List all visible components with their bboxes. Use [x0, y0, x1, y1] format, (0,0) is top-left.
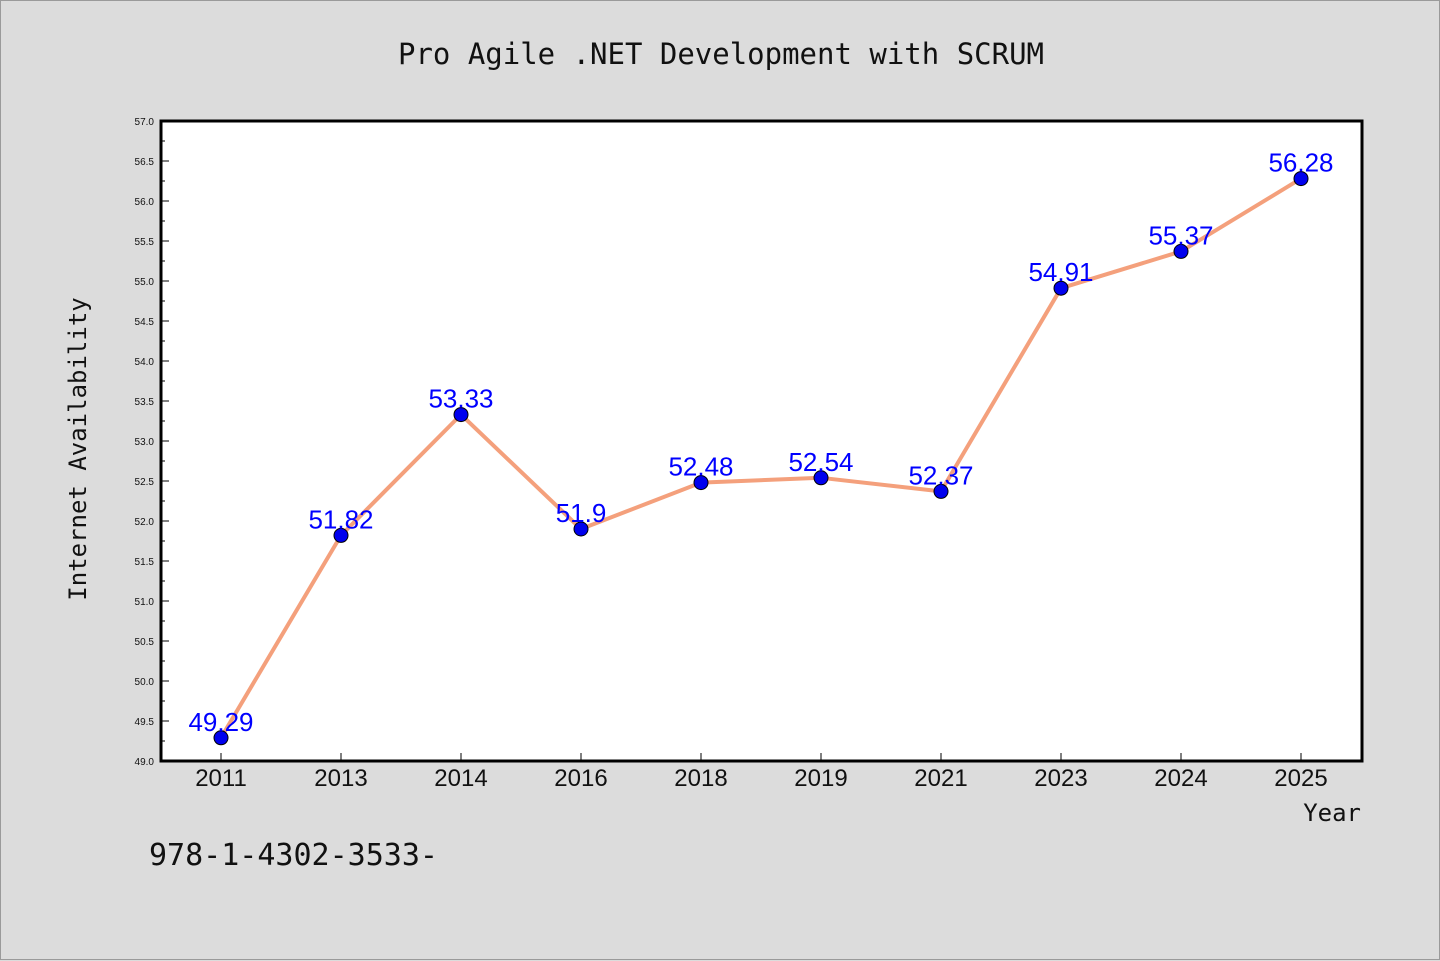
data-label: 54.91: [1028, 257, 1093, 287]
data-line: [219, 176, 1303, 740]
y-tick-label: 51.0: [135, 597, 155, 608]
x-tick-label: 2025: [1274, 765, 1327, 792]
x-axis-label: Year: [1303, 799, 1361, 827]
data-point: [933, 483, 949, 499]
data-label: 52.54: [788, 447, 853, 477]
y-tick-label: 51.5: [135, 557, 155, 568]
x-tick-label: 2019: [794, 765, 847, 792]
y-tick-label: 49.5: [135, 717, 155, 728]
data-label: 55.37: [1148, 220, 1213, 250]
y-tick-label: 49.0: [135, 757, 155, 768]
y-tick-label: 54.0: [135, 357, 155, 368]
x-tick-label: 2021: [914, 765, 967, 792]
y-tick-label: 50.5: [135, 637, 155, 648]
data-label: 51.82: [308, 504, 373, 534]
y-tick-label: 56.0: [135, 197, 155, 208]
plot-area: [159, 119, 1364, 763]
x-tick-label: 2018: [674, 765, 727, 792]
footer-text: 978-1-4302-3533-: [149, 838, 438, 873]
x-axis-ticks: 2011 2013 2014 2016 2018 2019 2021 2023 2024 2025: [195, 753, 1328, 792]
data-point: [813, 470, 829, 486]
y-tick-label: 57.0: [135, 117, 155, 128]
data-point: [1293, 171, 1309, 187]
y-tick-label: 53.5: [135, 397, 155, 408]
chart-title: Pro Agile .NET Development with SCRUM: [398, 37, 1044, 71]
data-point: [573, 521, 589, 537]
y-tick-label: 53.0: [135, 437, 155, 448]
data-point: [1173, 243, 1189, 259]
data-point: [213, 730, 229, 746]
data-point: [1053, 280, 1069, 296]
data-label: 49.29: [188, 707, 253, 737]
y-tick-label: 52.5: [135, 477, 155, 488]
x-tick-label: 2016: [554, 765, 607, 792]
data-point: [693, 475, 709, 491]
x-tick-label: 2014: [434, 765, 487, 792]
y-tick-label: 50.0: [135, 677, 155, 688]
y-tick-label: 56.5: [135, 157, 155, 168]
data-labels: 49.29 51.82 53.33 51.9 52.48 52.54 52.37 54.91 5…: [188, 148, 1333, 737]
data-point: [333, 527, 349, 543]
x-tick-label: 2013: [314, 765, 367, 792]
x-tick-label: 2023: [1034, 765, 1087, 792]
data-label: 52.37: [908, 460, 973, 490]
y-tick-label: 55.0: [135, 277, 155, 288]
y-tick-label: 52.0: [135, 517, 155, 528]
x-tick-label: 2011: [195, 765, 247, 792]
data-label: 53.33: [428, 384, 493, 414]
data-label: 52.48: [668, 452, 733, 482]
data-label: 56.28: [1268, 148, 1333, 178]
y-axis-label: Internet Availability: [64, 297, 92, 600]
data-label: 51.9: [556, 498, 607, 528]
series-markers: [213, 171, 1309, 746]
series-line: [219, 176, 1303, 740]
data-point: [453, 407, 469, 423]
y-axis-ticks: 49.0 49.5 50.0 50.5 51.0 51.5 52.0 52.5 53.0 53.5…: [135, 117, 169, 768]
y-tick-label: 54.5: [135, 317, 155, 328]
y-tick-label: 55.5: [135, 237, 155, 248]
x-tick-label: 2024: [1154, 765, 1207, 792]
